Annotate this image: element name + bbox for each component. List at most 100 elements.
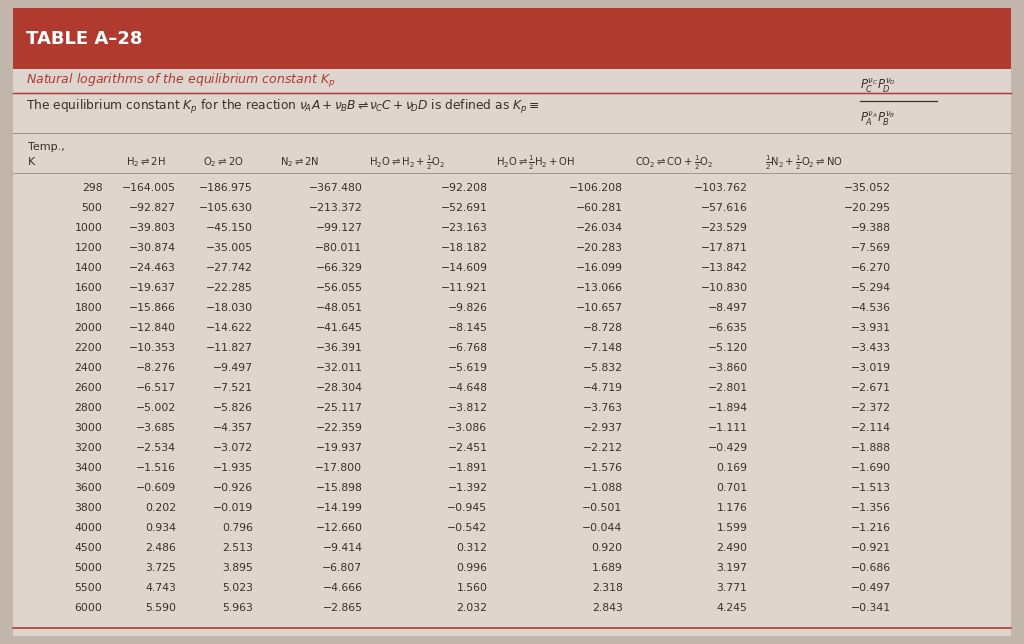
- Text: −103.762: −103.762: [693, 184, 748, 193]
- Text: 0.920: 0.920: [592, 543, 623, 553]
- Text: −27.742: −27.742: [206, 263, 253, 273]
- Text: −39.803: −39.803: [129, 223, 176, 233]
- Text: −5.120: −5.120: [708, 343, 748, 354]
- Text: −2.937: −2.937: [583, 423, 623, 433]
- Text: −1.894: −1.894: [708, 403, 748, 413]
- Text: −8.145: −8.145: [447, 323, 487, 334]
- Text: −2.801: −2.801: [708, 383, 748, 393]
- Text: $\mathrm{H_2O \rightleftharpoons \frac{1}{2}H_2 + OH}$: $\mathrm{H_2O \rightleftharpoons \frac{1…: [496, 153, 575, 172]
- Text: −0.429: −0.429: [708, 443, 748, 453]
- Text: −18.030: −18.030: [206, 303, 253, 314]
- Text: −14.609: −14.609: [440, 263, 487, 273]
- Text: −6.270: −6.270: [851, 263, 891, 273]
- Text: −35.052: −35.052: [844, 184, 891, 193]
- Text: 5500: 5500: [75, 583, 102, 593]
- Text: −24.463: −24.463: [129, 263, 176, 273]
- Text: 3600: 3600: [75, 483, 102, 493]
- Text: 2800: 2800: [75, 403, 102, 413]
- Text: −32.011: −32.011: [315, 363, 362, 374]
- Text: −1.088: −1.088: [583, 483, 623, 493]
- Text: 4000: 4000: [75, 523, 102, 533]
- Text: $P_{\!A}^{\nu_A}P_{\!B}^{\nu_B}$: $P_{\!A}^{\nu_A}P_{\!B}^{\nu_B}$: [860, 109, 895, 128]
- Text: −9.414: −9.414: [323, 543, 362, 553]
- Text: The equilibrium constant $K_p$ for the reaction $\nu_{\!A}A + \nu_{\!B}B \rightl: The equilibrium constant $K_p$ for the r…: [26, 98, 540, 116]
- Text: −0.044: −0.044: [583, 523, 623, 533]
- Text: 0.996: 0.996: [457, 563, 487, 573]
- Text: −20.295: −20.295: [844, 204, 891, 213]
- Text: −5.619: −5.619: [447, 363, 487, 374]
- Text: −186.975: −186.975: [200, 184, 253, 193]
- Text: −9.388: −9.388: [851, 223, 891, 233]
- Text: 0.796: 0.796: [222, 523, 253, 533]
- Text: −14.622: −14.622: [206, 323, 253, 334]
- Text: −4.536: −4.536: [851, 303, 891, 314]
- Text: −8.728: −8.728: [583, 323, 623, 334]
- Text: 1000: 1000: [75, 223, 102, 233]
- Text: 3.771: 3.771: [717, 583, 748, 593]
- Text: −25.117: −25.117: [315, 403, 362, 413]
- Text: −1.935: −1.935: [213, 463, 253, 473]
- Text: −18.182: −18.182: [440, 243, 487, 253]
- Text: −4.719: −4.719: [583, 383, 623, 393]
- Text: −0.019: −0.019: [213, 503, 253, 513]
- Text: 5.963: 5.963: [222, 603, 253, 613]
- Text: 5000: 5000: [75, 563, 102, 573]
- Text: 298: 298: [82, 184, 102, 193]
- Text: 1400: 1400: [75, 263, 102, 273]
- Text: K: K: [28, 158, 35, 167]
- Text: 3400: 3400: [75, 463, 102, 473]
- Text: 4.245: 4.245: [717, 603, 748, 613]
- Text: −80.011: −80.011: [315, 243, 362, 253]
- Text: −106.208: −106.208: [568, 184, 623, 193]
- Text: $\mathrm{O_2 \rightleftharpoons 2O}$: $\mathrm{O_2 \rightleftharpoons 2O}$: [203, 156, 244, 169]
- Text: −7.569: −7.569: [851, 243, 891, 253]
- Text: −7.521: −7.521: [213, 383, 253, 393]
- Text: −12.660: −12.660: [315, 523, 362, 533]
- Text: 5.590: 5.590: [145, 603, 176, 613]
- Text: −3.086: −3.086: [447, 423, 487, 433]
- Text: −13.842: −13.842: [700, 263, 748, 273]
- Text: 6000: 6000: [75, 603, 102, 613]
- Text: 2.318: 2.318: [592, 583, 623, 593]
- Text: 1600: 1600: [75, 283, 102, 294]
- Text: −3.931: −3.931: [851, 323, 891, 334]
- Text: −11.921: −11.921: [440, 283, 487, 294]
- Text: −213.372: −213.372: [309, 204, 362, 213]
- Text: −9.497: −9.497: [213, 363, 253, 374]
- Text: −2.114: −2.114: [851, 423, 891, 433]
- Text: −0.341: −0.341: [851, 603, 891, 613]
- Text: −4.666: −4.666: [323, 583, 362, 593]
- Text: −5.002: −5.002: [136, 403, 176, 413]
- Text: −92.208: −92.208: [440, 184, 487, 193]
- Text: −48.051: −48.051: [315, 303, 362, 314]
- Text: 0.934: 0.934: [145, 523, 176, 533]
- Text: $\mathrm{N_2 \rightleftharpoons 2N}$: $\mathrm{N_2 \rightleftharpoons 2N}$: [281, 156, 319, 169]
- Text: 3000: 3000: [75, 423, 102, 433]
- Text: −0.609: −0.609: [136, 483, 176, 493]
- Text: −1.690: −1.690: [851, 463, 891, 473]
- Text: −1.392: −1.392: [447, 483, 487, 493]
- Text: −3.019: −3.019: [851, 363, 891, 374]
- Text: −22.285: −22.285: [206, 283, 253, 294]
- Text: −3.860: −3.860: [708, 363, 748, 374]
- Text: 3.895: 3.895: [222, 563, 253, 573]
- Text: −105.630: −105.630: [199, 204, 253, 213]
- Text: −1.356: −1.356: [851, 503, 891, 513]
- Text: 4.743: 4.743: [145, 583, 176, 593]
- Text: −16.099: −16.099: [575, 263, 623, 273]
- Text: −6.517: −6.517: [136, 383, 176, 393]
- Text: 2.486: 2.486: [145, 543, 176, 553]
- Text: −17.871: −17.871: [700, 243, 748, 253]
- Point: [854, 97, 866, 105]
- Text: −45.150: −45.150: [206, 223, 253, 233]
- Text: 0.169: 0.169: [717, 463, 748, 473]
- Text: −36.391: −36.391: [315, 343, 362, 354]
- Text: 500: 500: [82, 204, 102, 213]
- Text: Temp.,: Temp.,: [28, 142, 65, 151]
- Text: 2.513: 2.513: [222, 543, 253, 553]
- Text: −92.827: −92.827: [129, 204, 176, 213]
- Text: −3.072: −3.072: [213, 443, 253, 453]
- Text: −8.497: −8.497: [708, 303, 748, 314]
- Text: −1.513: −1.513: [851, 483, 891, 493]
- Text: 2600: 2600: [75, 383, 102, 393]
